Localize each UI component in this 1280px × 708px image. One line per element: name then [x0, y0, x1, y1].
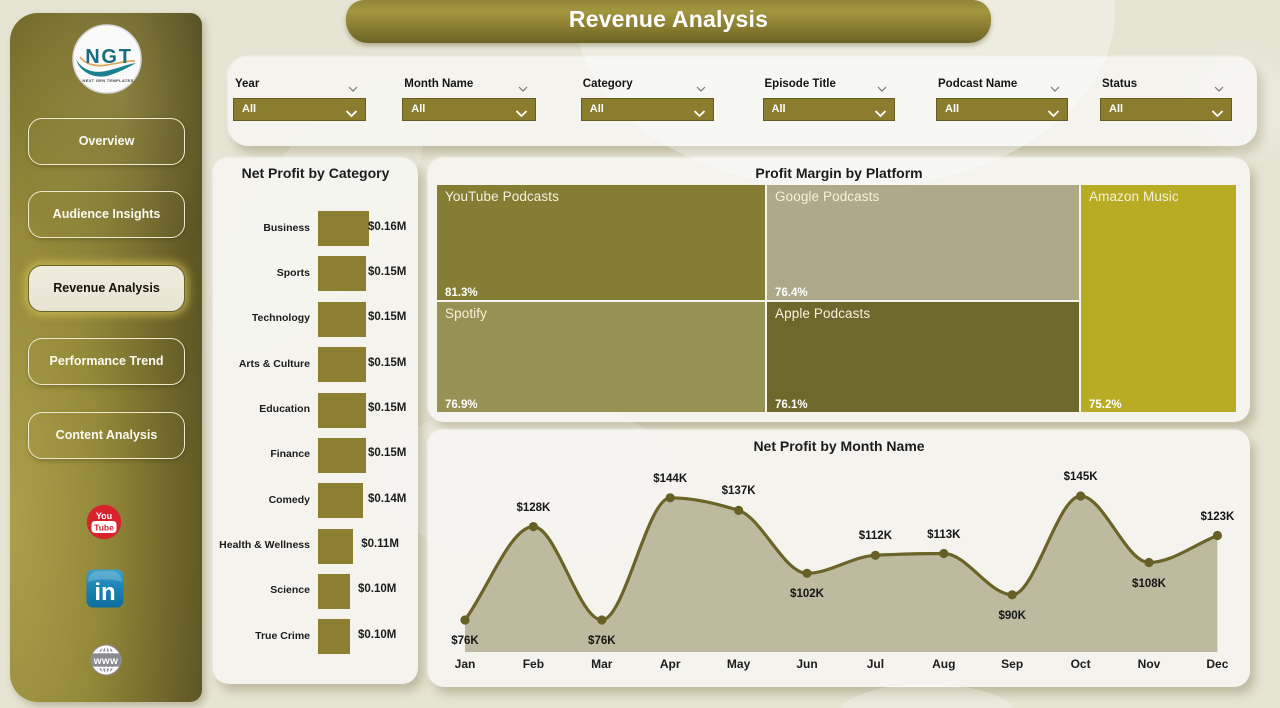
- svg-text:Tube: Tube: [94, 523, 114, 533]
- svg-text:www: www: [93, 656, 119, 667]
- svg-text:You: You: [96, 511, 112, 521]
- svg-text:NEXT GEN TEMPLATES: NEXT GEN TEMPLATES: [83, 78, 134, 83]
- svg-text:in: in: [94, 579, 115, 606]
- svg-text:NGT: NGT: [85, 46, 133, 68]
